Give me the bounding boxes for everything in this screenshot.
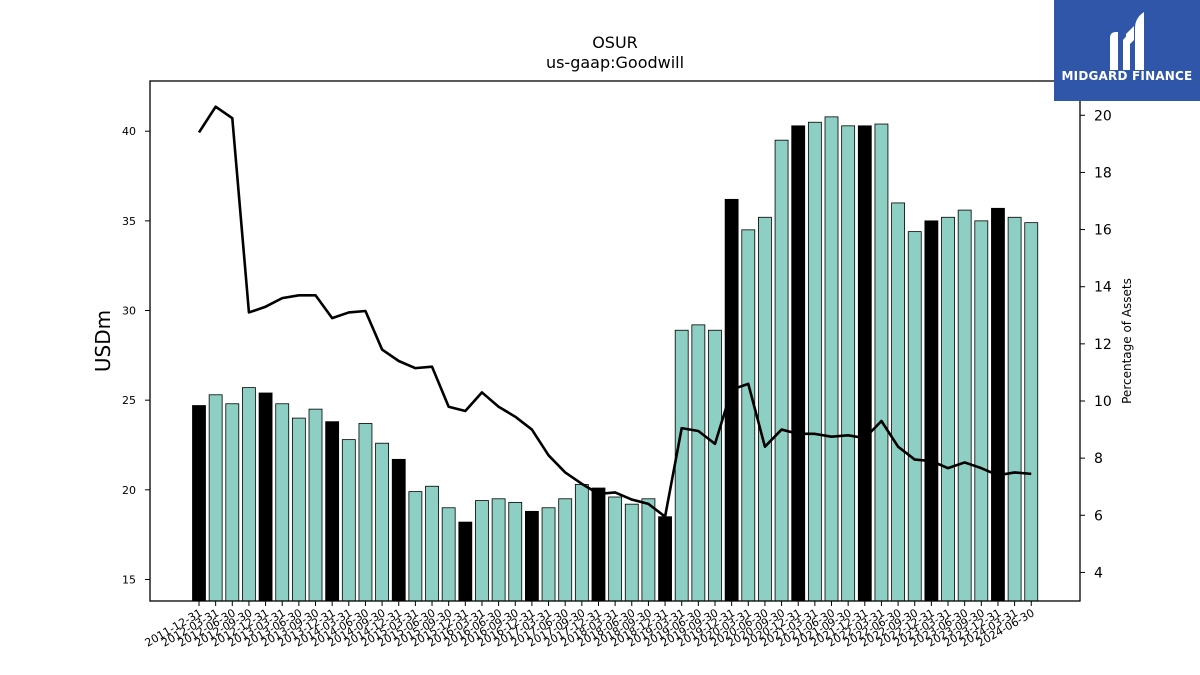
y2-axis-label: Percentage of Assets <box>1120 278 1134 404</box>
y2-tick-label: 16 <box>1094 223 1112 239</box>
bar-2020-12-31 <box>791 125 806 602</box>
y2-tick-label: 10 <box>1094 394 1112 410</box>
bar-2016-03-31 <box>475 500 489 602</box>
bar-2015-12-31 <box>458 521 473 602</box>
bar-2018-09-30 <box>641 498 656 602</box>
y2-tick-label: 4 <box>1094 565 1103 581</box>
bar-2022-06-30 <box>891 202 905 602</box>
bar-2023-09-30 <box>974 220 989 602</box>
bar-2020-06-30 <box>758 216 772 602</box>
brand-name: MIDGARD FINANCE <box>1061 69 1193 83</box>
axes: 1520253035404681012141618202011-12-31201… <box>122 80 1112 650</box>
bar-2023-12-31 <box>991 207 1005 602</box>
bar-2024-03-31 <box>1007 216 1022 602</box>
bar-2024-06-30 <box>1024 222 1039 602</box>
bar-2020-03-31 <box>741 229 756 602</box>
bar-2015-09-30 <box>441 507 456 602</box>
bar-2013-12-31 <box>325 421 340 602</box>
brand-logo: MIDGARD FINANCE <box>1054 0 1200 101</box>
bar-2013-06-30 <box>291 417 306 602</box>
bar-2017-03-31 <box>541 507 556 602</box>
bar-2013-09-30 <box>308 408 323 602</box>
bar-2019-09-30 <box>708 329 722 602</box>
bar-2018-03-31 <box>608 496 623 602</box>
bar-2012-12-31 <box>258 392 273 602</box>
bar-2022-03-31 <box>874 123 889 602</box>
bar-2017-06-30 <box>558 498 573 602</box>
series-line-percentage-of-assets <box>197 105 1032 519</box>
bar-2019-06-30 <box>691 324 706 602</box>
bar-2014-12-31 <box>391 458 406 602</box>
bars-layer <box>192 116 1039 602</box>
bar-2021-06-30 <box>824 116 839 602</box>
bar-2020-09-30 <box>774 139 789 602</box>
y2-tick-label: 20 <box>1094 108 1112 124</box>
bar-2011-12-31 <box>192 405 206 602</box>
bar-2012-09-30 <box>242 387 256 602</box>
bar-2012-03-31 <box>208 394 223 602</box>
bar-2018-12-31 <box>658 516 672 602</box>
logo-mark-icon <box>1110 12 1144 70</box>
y-axis-label: USDm <box>91 310 115 372</box>
bar-2015-03-31 <box>408 491 423 602</box>
y-tick-label: 15 <box>122 573 136 586</box>
bar-2017-09-30 <box>574 484 589 602</box>
bar-2016-12-31 <box>525 510 539 602</box>
line-layer <box>197 105 1032 519</box>
chart-title: OSUR <box>592 33 638 52</box>
y2-tick-label: 12 <box>1094 337 1112 353</box>
bar-2022-12-31 <box>924 220 939 602</box>
y2-tick-label: 6 <box>1094 508 1103 524</box>
bar-2019-03-31 <box>674 329 689 602</box>
bar-2014-09-30 <box>375 442 390 602</box>
bar-2012-06-30 <box>225 403 240 602</box>
bar-2023-03-31 <box>941 216 955 602</box>
chart-subtitle: us-gaap:Goodwill <box>546 53 684 72</box>
bar-2021-12-31 <box>857 125 872 602</box>
y-tick-label: 30 <box>122 305 136 318</box>
y-tick-label: 20 <box>122 484 136 497</box>
bar-2018-06-30 <box>624 503 639 602</box>
bar-2014-03-31 <box>341 439 356 602</box>
bar-2016-06-30 <box>491 498 506 602</box>
y2-tick-label: 8 <box>1094 451 1103 467</box>
bar-2023-06-30 <box>957 209 972 602</box>
y2-tick-label: 14 <box>1094 280 1112 296</box>
bar-2014-06-30 <box>358 423 373 602</box>
y-tick-label: 35 <box>122 215 136 228</box>
y-tick-label: 25 <box>122 394 136 407</box>
bar-2021-09-30 <box>841 125 856 602</box>
bar-2015-06-30 <box>425 485 439 602</box>
bar-2022-09-30 <box>907 231 922 602</box>
bar-2016-09-30 <box>508 501 523 602</box>
bar-2013-03-31 <box>275 403 290 602</box>
bar-2017-12-31 <box>591 487 606 602</box>
bar-2021-03-31 <box>807 121 822 602</box>
y2-tick-label: 18 <box>1094 165 1112 181</box>
y-tick-label: 40 <box>122 125 136 138</box>
